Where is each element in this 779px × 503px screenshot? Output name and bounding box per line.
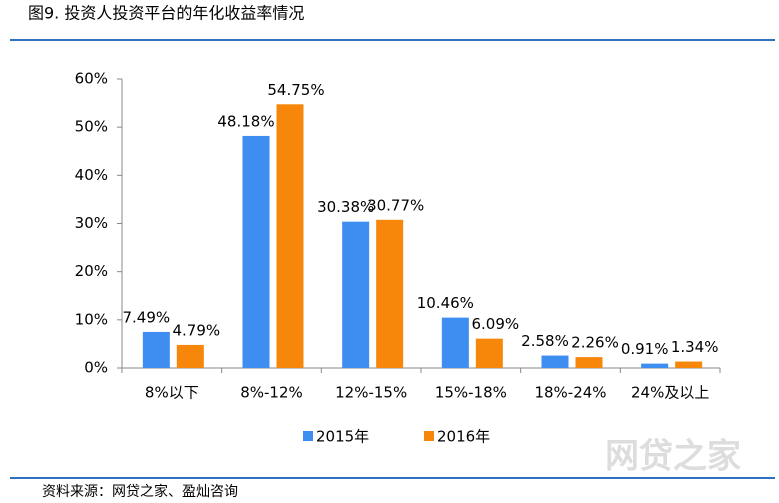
- bar: [176, 344, 204, 368]
- bar: [276, 104, 304, 368]
- bar: [475, 338, 503, 368]
- bar: [641, 363, 669, 368]
- value-label: 6.09%: [472, 315, 520, 333]
- value-label: 0.91%: [621, 340, 669, 358]
- value-label: 1.34%: [671, 338, 719, 356]
- legend-swatch: [303, 431, 313, 441]
- y-tick-label: 10%: [75, 310, 108, 328]
- y-tick-label: 40%: [75, 166, 108, 184]
- chart-title: 图9. 投资人投资平台的年化收益率情况: [28, 4, 304, 23]
- x-tick-label: 8%-12%: [240, 384, 303, 402]
- x-tick-label: 18%-24%: [534, 384, 606, 402]
- x-tick-label: 12%-15%: [335, 384, 407, 402]
- value-label: 54.75%: [267, 81, 324, 99]
- bar: [342, 221, 370, 368]
- value-label: 7.49%: [123, 308, 171, 326]
- legend-swatch: [424, 431, 434, 441]
- y-tick-label: 60%: [75, 70, 108, 88]
- value-label: 4.79%: [173, 321, 221, 339]
- bar: [541, 355, 569, 368]
- y-tick-label: 50%: [75, 118, 108, 136]
- bar: [376, 219, 404, 368]
- value-label: 48.18%: [217, 112, 274, 130]
- legend-label: 2015年: [316, 428, 369, 446]
- bar: [441, 317, 469, 368]
- source: 资料来源：网贷之家、盈灿咨询: [42, 483, 238, 500]
- watermark: 网贷之家: [605, 437, 741, 477]
- value-label: 2.58%: [521, 332, 569, 350]
- value-label: 30.38%: [317, 198, 374, 216]
- x-tick-label: 15%-18%: [435, 384, 507, 402]
- x-tick-label: 8%以下: [145, 384, 199, 402]
- value-label: 10.46%: [417, 294, 474, 312]
- y-tick-label: 20%: [75, 262, 108, 280]
- bar: [142, 331, 170, 368]
- bar: [675, 361, 703, 368]
- y-tick-label: 30%: [75, 214, 108, 232]
- value-label: 2.26%: [571, 334, 619, 352]
- x-tick-label: 24%及以上: [631, 384, 709, 402]
- bar: [242, 135, 270, 368]
- bar: [575, 357, 603, 368]
- legend-label: 2016年: [437, 428, 490, 446]
- value-label: 30.77%: [367, 196, 424, 214]
- y-tick-label: 0%: [84, 359, 108, 377]
